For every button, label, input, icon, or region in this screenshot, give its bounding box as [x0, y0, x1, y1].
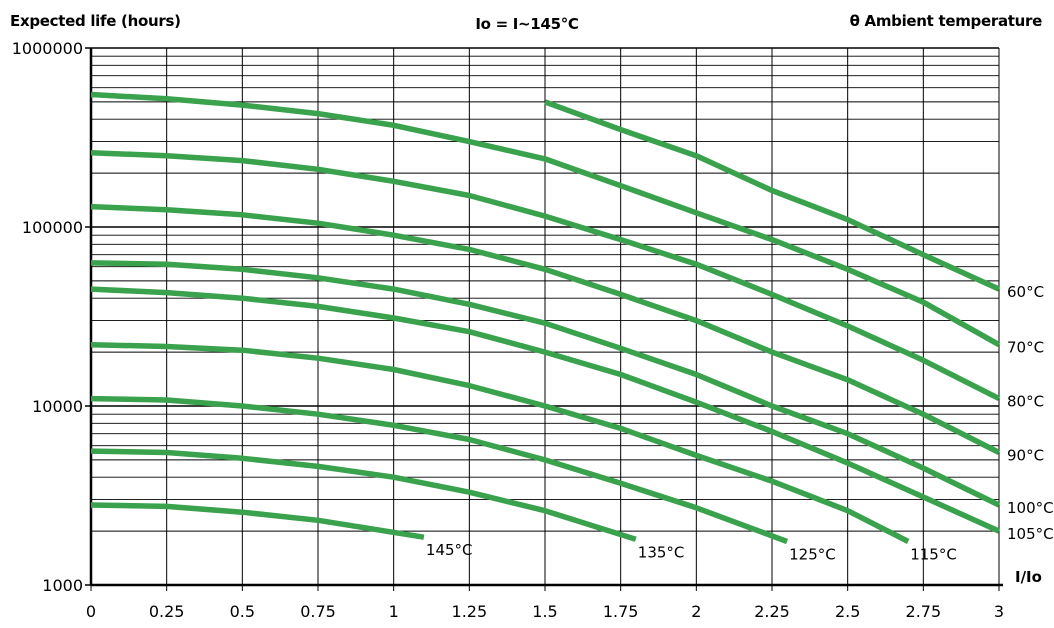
series-label: 145°C: [426, 541, 473, 559]
series-line: [544, 99, 1001, 292]
series-label: 115°C: [910, 545, 957, 563]
series-label: 100°C: [1007, 499, 1054, 517]
series-line: [90, 341, 910, 544]
y-tick-label: 1000: [42, 576, 83, 595]
series-line: [90, 395, 789, 545]
series-label: 60°C: [1007, 283, 1044, 301]
x-tick-label: 0.75: [300, 602, 336, 621]
y-tick-label: 10000: [32, 397, 83, 416]
x-tick-label: 0: [86, 602, 96, 621]
x-tick-label: 1.75: [603, 602, 639, 621]
y-tick-label: 1000000: [12, 39, 83, 58]
x-axis-label: I/Io: [1015, 568, 1042, 586]
x-tick-label: 1.5: [532, 602, 557, 621]
chart-subtitle: Io = I~145°C: [475, 15, 579, 33]
y-axis-title: Expected life (hours): [10, 12, 181, 30]
x-tick-label: 0.25: [149, 602, 185, 621]
series-label: 135°C: [638, 543, 685, 561]
x-tick-label: 1: [389, 602, 399, 621]
series-line: [90, 203, 1001, 455]
x-tick-label: 1.25: [452, 602, 488, 621]
x-tick-label: 2.5: [835, 602, 860, 621]
series-line: [90, 448, 637, 542]
series-label: 125°C: [789, 545, 836, 563]
x-tick-label: 2.25: [754, 602, 790, 621]
series-line: [90, 149, 1001, 402]
series-line: [90, 286, 1001, 534]
series-label: 90°C: [1007, 446, 1044, 464]
legend-title: θ Ambient temperature: [849, 12, 1043, 30]
x-tick-label: 2.75: [906, 602, 942, 621]
y-tick-label: 100000: [22, 218, 83, 237]
x-tick-label: 3: [994, 602, 1004, 621]
series-line: [90, 502, 425, 540]
x-tick-label: 2: [691, 602, 701, 621]
series-label: 80°C: [1007, 393, 1044, 411]
series-label: 70°C: [1007, 339, 1044, 357]
x-tick-label: 0.5: [230, 602, 255, 621]
series-line: [90, 260, 1001, 508]
series-line: [90, 91, 1001, 348]
series-label: 105°C: [1007, 525, 1054, 543]
